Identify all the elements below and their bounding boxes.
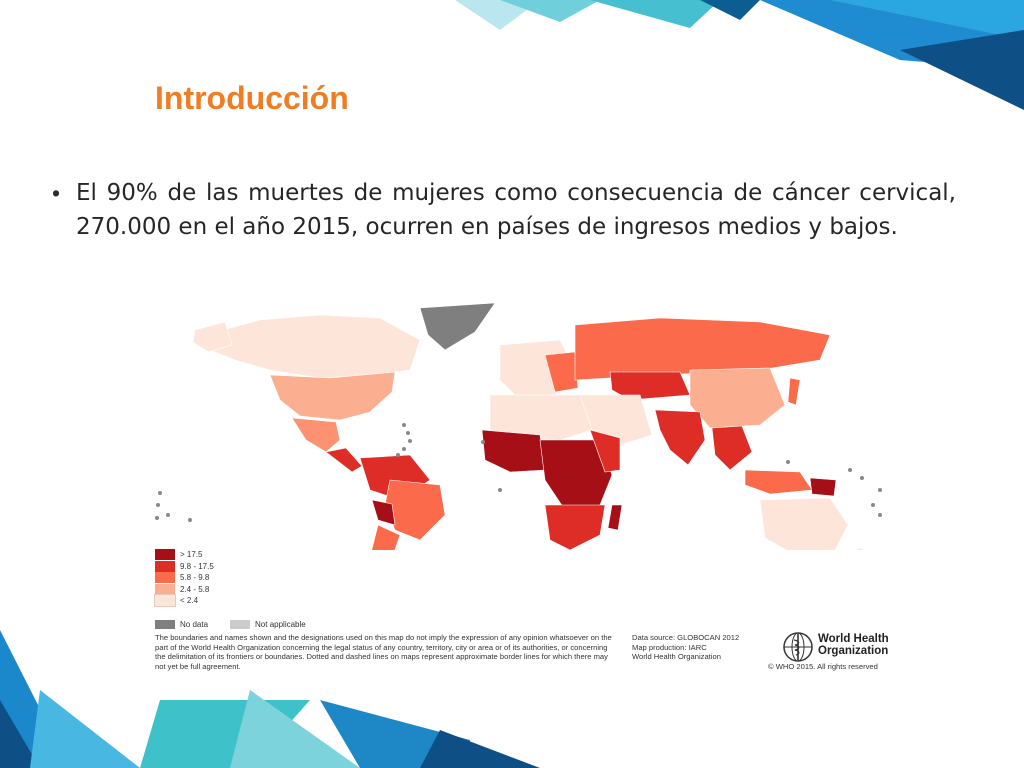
- who-name: World Health Organization: [818, 633, 889, 657]
- legend-label: 5.8 - 9.8: [180, 573, 210, 583]
- southern-africa: [544, 504, 606, 550]
- legend-item: 9.8 - 17.5: [155, 560, 214, 573]
- madagascar: [607, 504, 623, 531]
- legend-item: > 17.5: [155, 549, 214, 561]
- legend-label: > 17.5: [180, 550, 203, 560]
- source-line: Data source: GLOBOCAN 2012: [632, 633, 740, 642]
- source-line: Map production: IARC: [632, 642, 707, 652]
- legend-no-data: No data: [155, 619, 208, 630]
- legend-not-applicable: Not applicable: [230, 619, 306, 630]
- southern-cone: [371, 524, 401, 550]
- china: [689, 367, 786, 429]
- alaska: [192, 321, 233, 353]
- who-emblem-icon: [783, 632, 813, 662]
- indonesia: [744, 469, 813, 495]
- island-markers: [155, 423, 882, 522]
- not-applicable-swatch: [230, 620, 251, 629]
- map-shapes: [192, 302, 867, 550]
- bullet-item: • El 90% de las muertes de mujeres como …: [52, 176, 956, 244]
- mexico: [291, 417, 341, 453]
- legend-swatch: [155, 549, 175, 561]
- canada: [204, 314, 421, 379]
- legend-item: 5.8 - 9.8: [155, 572, 214, 584]
- india: [654, 409, 706, 466]
- map-legend: > 17.5 9.8 - 17.5 5.8 - 9.8 2.4 - 5.8 < …: [154, 549, 214, 608]
- who-name-line: Organization: [818, 645, 889, 657]
- who-copyright: © WHO 2015. All rights reserved: [768, 662, 878, 671]
- not-applicable-label: Not applicable: [255, 620, 306, 629]
- legend-swatch: [155, 572, 175, 584]
- legend-label: 9.8 - 17.5: [180, 561, 214, 571]
- papua-new-guinea: [809, 477, 837, 497]
- eastern-europe: [544, 351, 579, 393]
- central-america: [325, 447, 363, 473]
- bullet-text: El 90% de las muertes de mujeres como co…: [76, 180, 956, 240]
- bullet-marker: •: [52, 180, 61, 206]
- north-africa: [489, 394, 593, 441]
- world-map: [155, 302, 882, 550]
- japan: [787, 377, 801, 406]
- usa: [269, 371, 396, 421]
- legend-item: 2.4 - 5.8: [155, 583, 214, 596]
- west-africa: [481, 429, 546, 473]
- new-zealand: [856, 547, 867, 550]
- central-asia: [609, 371, 691, 401]
- australia: [759, 497, 849, 550]
- bolivia: [371, 499, 396, 526]
- southeast-asia: [711, 425, 753, 471]
- slide-title: Introducción: [155, 80, 349, 116]
- source-line: World Health Organization: [632, 652, 721, 662]
- no-data-swatch: [155, 620, 175, 629]
- no-data-label: No data: [180, 620, 209, 629]
- legend-swatch: [154, 594, 176, 608]
- brazil: [384, 479, 446, 541]
- legend-swatch: [155, 583, 175, 595]
- legend-item: < 2.4: [154, 594, 214, 608]
- legend-extra: No data Not applicable: [155, 619, 328, 630]
- map-disclaimer: The boundaries and names shown and the d…: [155, 633, 612, 671]
- map-source: Data source: GLOBOCAN 2012 Map productio…: [632, 633, 772, 662]
- who-name-line: World Health: [818, 633, 889, 645]
- legend-label: 2.4 - 5.8: [180, 584, 210, 594]
- russia: [574, 317, 831, 381]
- greenland: [419, 302, 496, 351]
- east-africa: [589, 429, 621, 473]
- legend-label: < 2.4: [180, 596, 199, 606]
- legend-swatch: [155, 560, 175, 572]
